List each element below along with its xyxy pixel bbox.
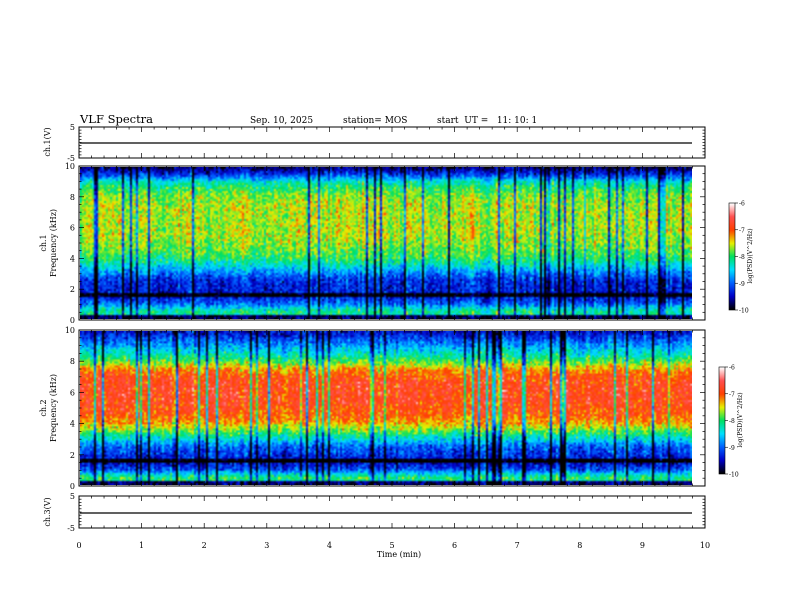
x-tick-label: 9 xyxy=(640,541,645,550)
ch3-voltage-ylabel: ch.3(V) xyxy=(43,497,52,526)
axis-ticks-layer: 0 1 2 3 4 5 6 7 8 9 105-5024681002468105-5-6-7-8-9… xyxy=(65,123,749,550)
x-tick-label: 8 xyxy=(577,541,582,550)
colorbar-tick-label: -9 xyxy=(739,281,745,288)
y-tick-label: -5 xyxy=(67,524,75,533)
ch1-colorbar xyxy=(729,203,735,310)
y-tick-label: 10 xyxy=(65,162,75,171)
y-tick-label: 0 xyxy=(70,316,75,325)
y-tick-label: 0 xyxy=(70,482,75,491)
y-tick-label: 2 xyxy=(70,451,75,460)
header-date: Sep. 10, 2025 xyxy=(250,116,313,126)
colorbar-tick-label: -6 xyxy=(739,201,745,208)
colorbar-tick-label: -8 xyxy=(729,418,735,425)
colorbar-tick-label: -10 xyxy=(729,472,739,479)
ch1-ylabel-frequency: Frequency (kHz) xyxy=(49,209,58,277)
colorbar-tick-label: -7 xyxy=(729,391,735,398)
ch1-ylabel-channel: ch.1 xyxy=(39,234,48,251)
y-tick-label: -5 xyxy=(67,154,75,163)
y-tick-label: 6 xyxy=(70,388,75,397)
ch2-colorbar xyxy=(719,367,725,474)
colorbar-tick-label: -8 xyxy=(739,254,745,261)
header-start-time: start UT = 11: 10: 1 xyxy=(437,116,537,126)
y-tick-label: 5 xyxy=(70,492,75,501)
y-tick-label: 10 xyxy=(65,326,75,335)
ch1-colorbar-label: log(PSD)(V^2/Hz) xyxy=(747,228,754,283)
x-tick-label: 1 xyxy=(139,541,144,550)
x-tick-label: 10 xyxy=(700,541,710,550)
x-tick-label: 4 xyxy=(327,541,332,550)
y-tick-label: 4 xyxy=(70,420,75,429)
ch2-spectrogram-image xyxy=(80,331,692,485)
ch2-colorbar-label: log(PSD)(V^2/Hz) xyxy=(737,392,744,447)
y-tick-label: 2 xyxy=(70,285,75,294)
ch2-ylabel-channel: ch.2 xyxy=(39,399,48,416)
y-tick-label: 4 xyxy=(70,254,75,263)
ch1-spectrogram-image xyxy=(80,167,692,319)
y-tick-label: 5 xyxy=(70,123,75,132)
colorbar-tick-label: -6 xyxy=(729,365,735,372)
colorbar-tick-label: -7 xyxy=(739,227,745,234)
y-tick-label: 8 xyxy=(70,357,75,366)
x-tick-label: 6 xyxy=(452,541,457,550)
ch1-voltage-ylabel: ch.1(V) xyxy=(43,127,52,156)
chart-title: VLF Spectra xyxy=(79,112,153,126)
x-tick-label: 3 xyxy=(264,541,269,550)
x-axis-label: Time (min) xyxy=(377,550,421,559)
colorbar-tick-label: -9 xyxy=(729,445,735,452)
x-tick-label: 0 xyxy=(76,541,81,550)
x-tick-label: 2 xyxy=(202,541,207,550)
colorbar-tick-label: -10 xyxy=(739,308,749,315)
y-tick-label: 6 xyxy=(70,224,75,233)
header-station: station= MOS xyxy=(343,116,407,126)
ch2-ylabel-frequency: Frequency (kHz) xyxy=(49,374,58,442)
x-tick-label: 7 xyxy=(515,541,520,550)
y-tick-label: 8 xyxy=(70,193,75,202)
x-tick-label: 5 xyxy=(389,541,394,550)
